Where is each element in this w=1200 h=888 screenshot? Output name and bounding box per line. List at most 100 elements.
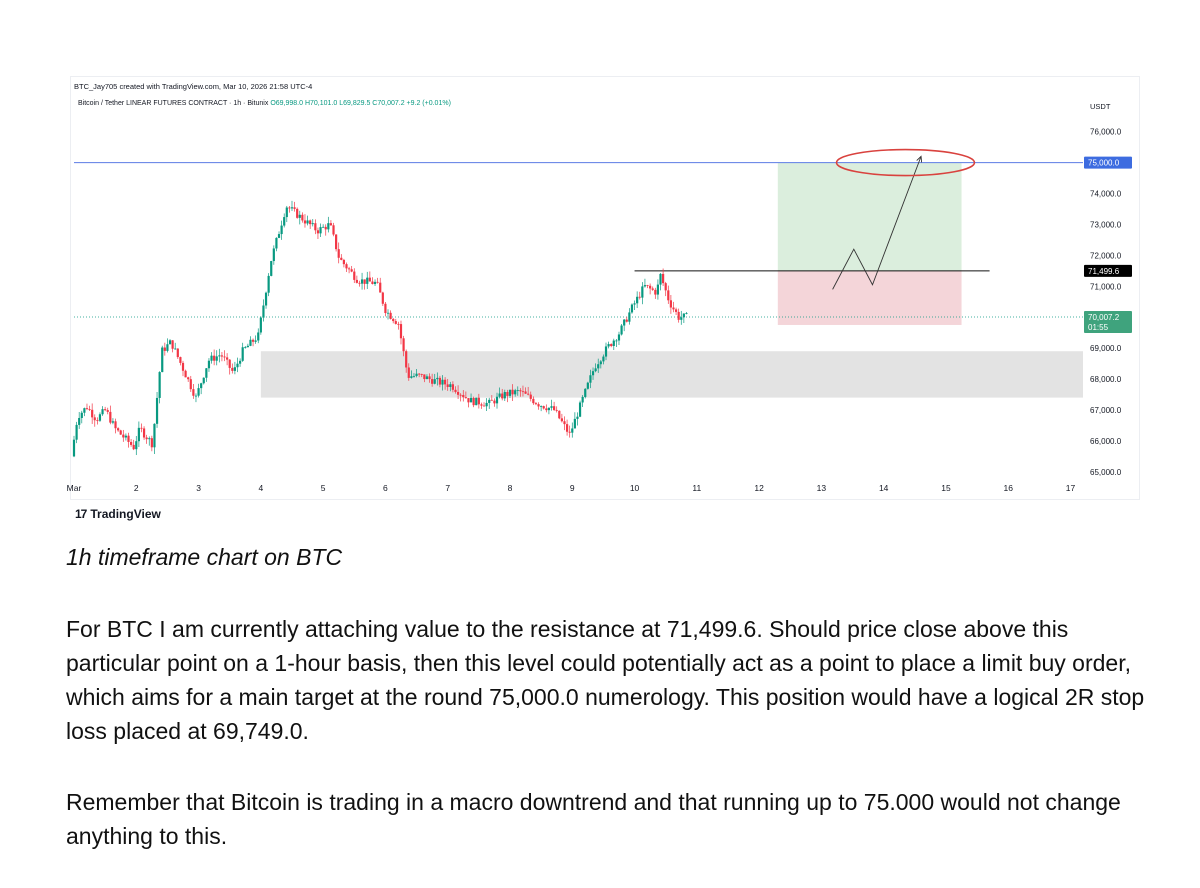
- candle-body: [238, 360, 242, 364]
- watermark-created-line: BTC_Jay705 created with TradingView.com,…: [74, 82, 313, 91]
- candle-body: [168, 340, 172, 345]
- resistance-price-tag-bg: [1084, 264, 1132, 277]
- x-tick-label: 17: [1066, 483, 1076, 493]
- candle-body: [363, 279, 366, 284]
- candle-body: [205, 368, 208, 378]
- candle-body: [646, 285, 649, 286]
- candle-body: [213, 355, 216, 361]
- candle-body: [584, 388, 587, 397]
- candle-body: [508, 389, 512, 396]
- candle-body: [565, 424, 569, 432]
- candle-body: [298, 214, 301, 218]
- candle-body: [135, 441, 138, 450]
- candle-body: [153, 423, 156, 448]
- candle-body: [415, 373, 418, 376]
- candle-body: [353, 271, 356, 280]
- candle-body: [573, 418, 576, 429]
- candle-body: [360, 279, 364, 284]
- candle-body: [106, 410, 109, 412]
- candle-body: [93, 417, 96, 421]
- candle-body: [449, 384, 452, 387]
- candle-body: [633, 303, 636, 305]
- candle-body: [335, 234, 338, 250]
- candle-body: [524, 391, 527, 394]
- candle-body: [641, 286, 644, 298]
- target-price-tag-bg: [1084, 156, 1132, 169]
- candle-body: [674, 309, 678, 312]
- candle-body: [283, 217, 286, 226]
- candle-body: [316, 230, 320, 234]
- candle-body: [117, 428, 120, 431]
- disclaimer-paragraph: Remember that Bitcoin is trading in a ma…: [66, 789, 1121, 849]
- candle-body: [202, 377, 205, 384]
- candle-body: [438, 377, 442, 385]
- candle-body: [576, 416, 579, 419]
- candle-body: [197, 388, 200, 396]
- candle-body: [612, 340, 615, 346]
- candle-body: [682, 313, 685, 318]
- candle-body: [280, 225, 283, 235]
- candle-body: [446, 384, 449, 387]
- candle-body: [553, 406, 556, 410]
- candle-body: [680, 317, 683, 320]
- candle-body: [542, 406, 545, 409]
- candle-body: [218, 355, 221, 357]
- candle-body: [649, 285, 652, 289]
- candle-body: [456, 391, 460, 395]
- candle-body: [189, 379, 192, 390]
- candle-body: [309, 220, 312, 225]
- candle-body: [464, 397, 467, 399]
- candle-body: [311, 223, 314, 225]
- candle-body: [623, 319, 626, 326]
- candle-body: [358, 282, 361, 284]
- candle-body: [514, 390, 517, 395]
- x-tick-label: 6: [383, 483, 388, 493]
- x-tick-label: 15: [941, 483, 951, 493]
- candle-body: [604, 346, 608, 357]
- candle-body: [610, 344, 613, 346]
- candle-body: [75, 424, 78, 440]
- price-chart[interactable]: USDT 65,000.0 66,000.0 67,000.0 68,000.0 69,0…: [0, 0, 1200, 520]
- candle-body: [174, 348, 177, 350]
- candle-body: [381, 292, 384, 304]
- candle-body: [187, 377, 190, 380]
- candle-body: [410, 376, 413, 378]
- candle-body: [88, 409, 91, 410]
- symbol-info-line: Bitcoin / Tether LINEAR FUTURES CONTRACT…: [78, 100, 451, 107]
- candle-body: [399, 324, 403, 339]
- candle-body: [384, 303, 387, 314]
- candle-body: [482, 405, 486, 407]
- candle-body: [516, 390, 519, 391]
- candle-body: [589, 375, 592, 383]
- candle-body: [620, 325, 623, 335]
- candle-body: [373, 281, 377, 285]
- y-tick-label: 65,000.0: [1090, 468, 1122, 477]
- x-tick-label: 10: [630, 483, 640, 493]
- candle-body: [296, 208, 299, 218]
- candle-body: [488, 399, 491, 403]
- candle-body: [586, 382, 589, 389]
- candle-body: [150, 438, 153, 448]
- candle-body: [85, 408, 89, 410]
- candle-body: [285, 207, 288, 218]
- candle-body: [366, 277, 369, 284]
- candle-body: [171, 340, 174, 349]
- candle-body: [254, 340, 257, 342]
- y-tick-label: 66,000.0: [1090, 437, 1122, 446]
- candle-body: [469, 397, 473, 403]
- candle-body: [277, 234, 281, 238]
- candle-body: [288, 207, 291, 209]
- candle-body: [181, 362, 185, 371]
- chart-panel: [70, 76, 1140, 500]
- candle-body: [418, 373, 421, 375]
- candle-body: [664, 283, 667, 291]
- candle-body: [355, 279, 358, 283]
- candle-body: [560, 418, 563, 422]
- candle-body: [643, 285, 647, 287]
- candle-body: [127, 435, 130, 442]
- candle-body: [114, 421, 117, 429]
- candle-body: [472, 397, 475, 406]
- candle-body: [148, 438, 151, 440]
- candle-body: [451, 384, 454, 390]
- candle-body: [591, 371, 595, 376]
